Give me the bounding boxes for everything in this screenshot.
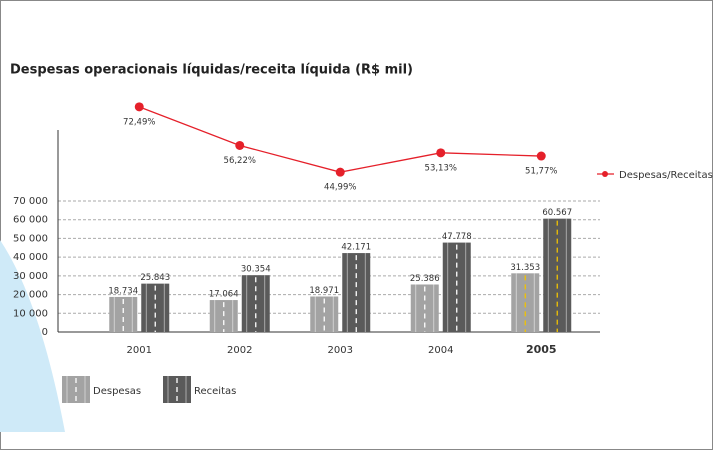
y-tick-label: 40 000 — [13, 252, 48, 263]
value-label: 51,77% — [525, 167, 557, 177]
y-tick-label: 0 — [42, 327, 48, 338]
value-label: 25.386 — [410, 274, 440, 284]
y-tick-label: 30 000 — [13, 271, 48, 282]
x-tick-label: 2005 — [526, 343, 557, 356]
value-label: 47.778 — [442, 232, 472, 242]
x-tick-label: 2003 — [328, 345, 353, 356]
line-point — [335, 167, 345, 177]
value-label: 31.353 — [510, 263, 540, 273]
value-label: 18.971 — [309, 286, 339, 296]
y-tick-label: 50 000 — [13, 233, 48, 244]
y-tick-label: 60 000 — [13, 215, 48, 226]
y-tick-label: 20 000 — [13, 290, 48, 301]
legend-label: Receitas — [194, 386, 236, 397]
value-label: 17.064 — [209, 290, 239, 300]
value-label: 30.354 — [241, 265, 271, 275]
value-label: 25.843 — [140, 273, 170, 283]
line-point — [235, 140, 245, 150]
chart-title: Despesas operacionais líquidas/receita l… — [10, 63, 413, 78]
value-label: 44,99% — [324, 183, 356, 193]
value-label: 72,49% — [123, 117, 155, 127]
value-label: 42.171 — [341, 243, 371, 253]
value-label: 56,22% — [224, 156, 256, 166]
value-label: 60.567 — [542, 208, 572, 218]
value-label: 18.734 — [108, 286, 138, 296]
decoration — [0, 240, 65, 432]
x-tick-label: 2004 — [428, 345, 453, 356]
line-point — [536, 151, 546, 161]
x-tick-label: 2002 — [227, 345, 252, 356]
y-tick-label: 10 000 — [13, 308, 48, 319]
legend-label: Despesas — [93, 386, 141, 397]
line-point — [436, 148, 446, 158]
x-tick-label: 2001 — [127, 345, 152, 356]
legend-marker — [602, 171, 608, 177]
value-label: 53,13% — [425, 163, 457, 173]
line-point — [134, 102, 144, 112]
legend-label: Despesas/Receitas — [619, 170, 713, 181]
y-tick-label: 70 000 — [13, 196, 48, 207]
